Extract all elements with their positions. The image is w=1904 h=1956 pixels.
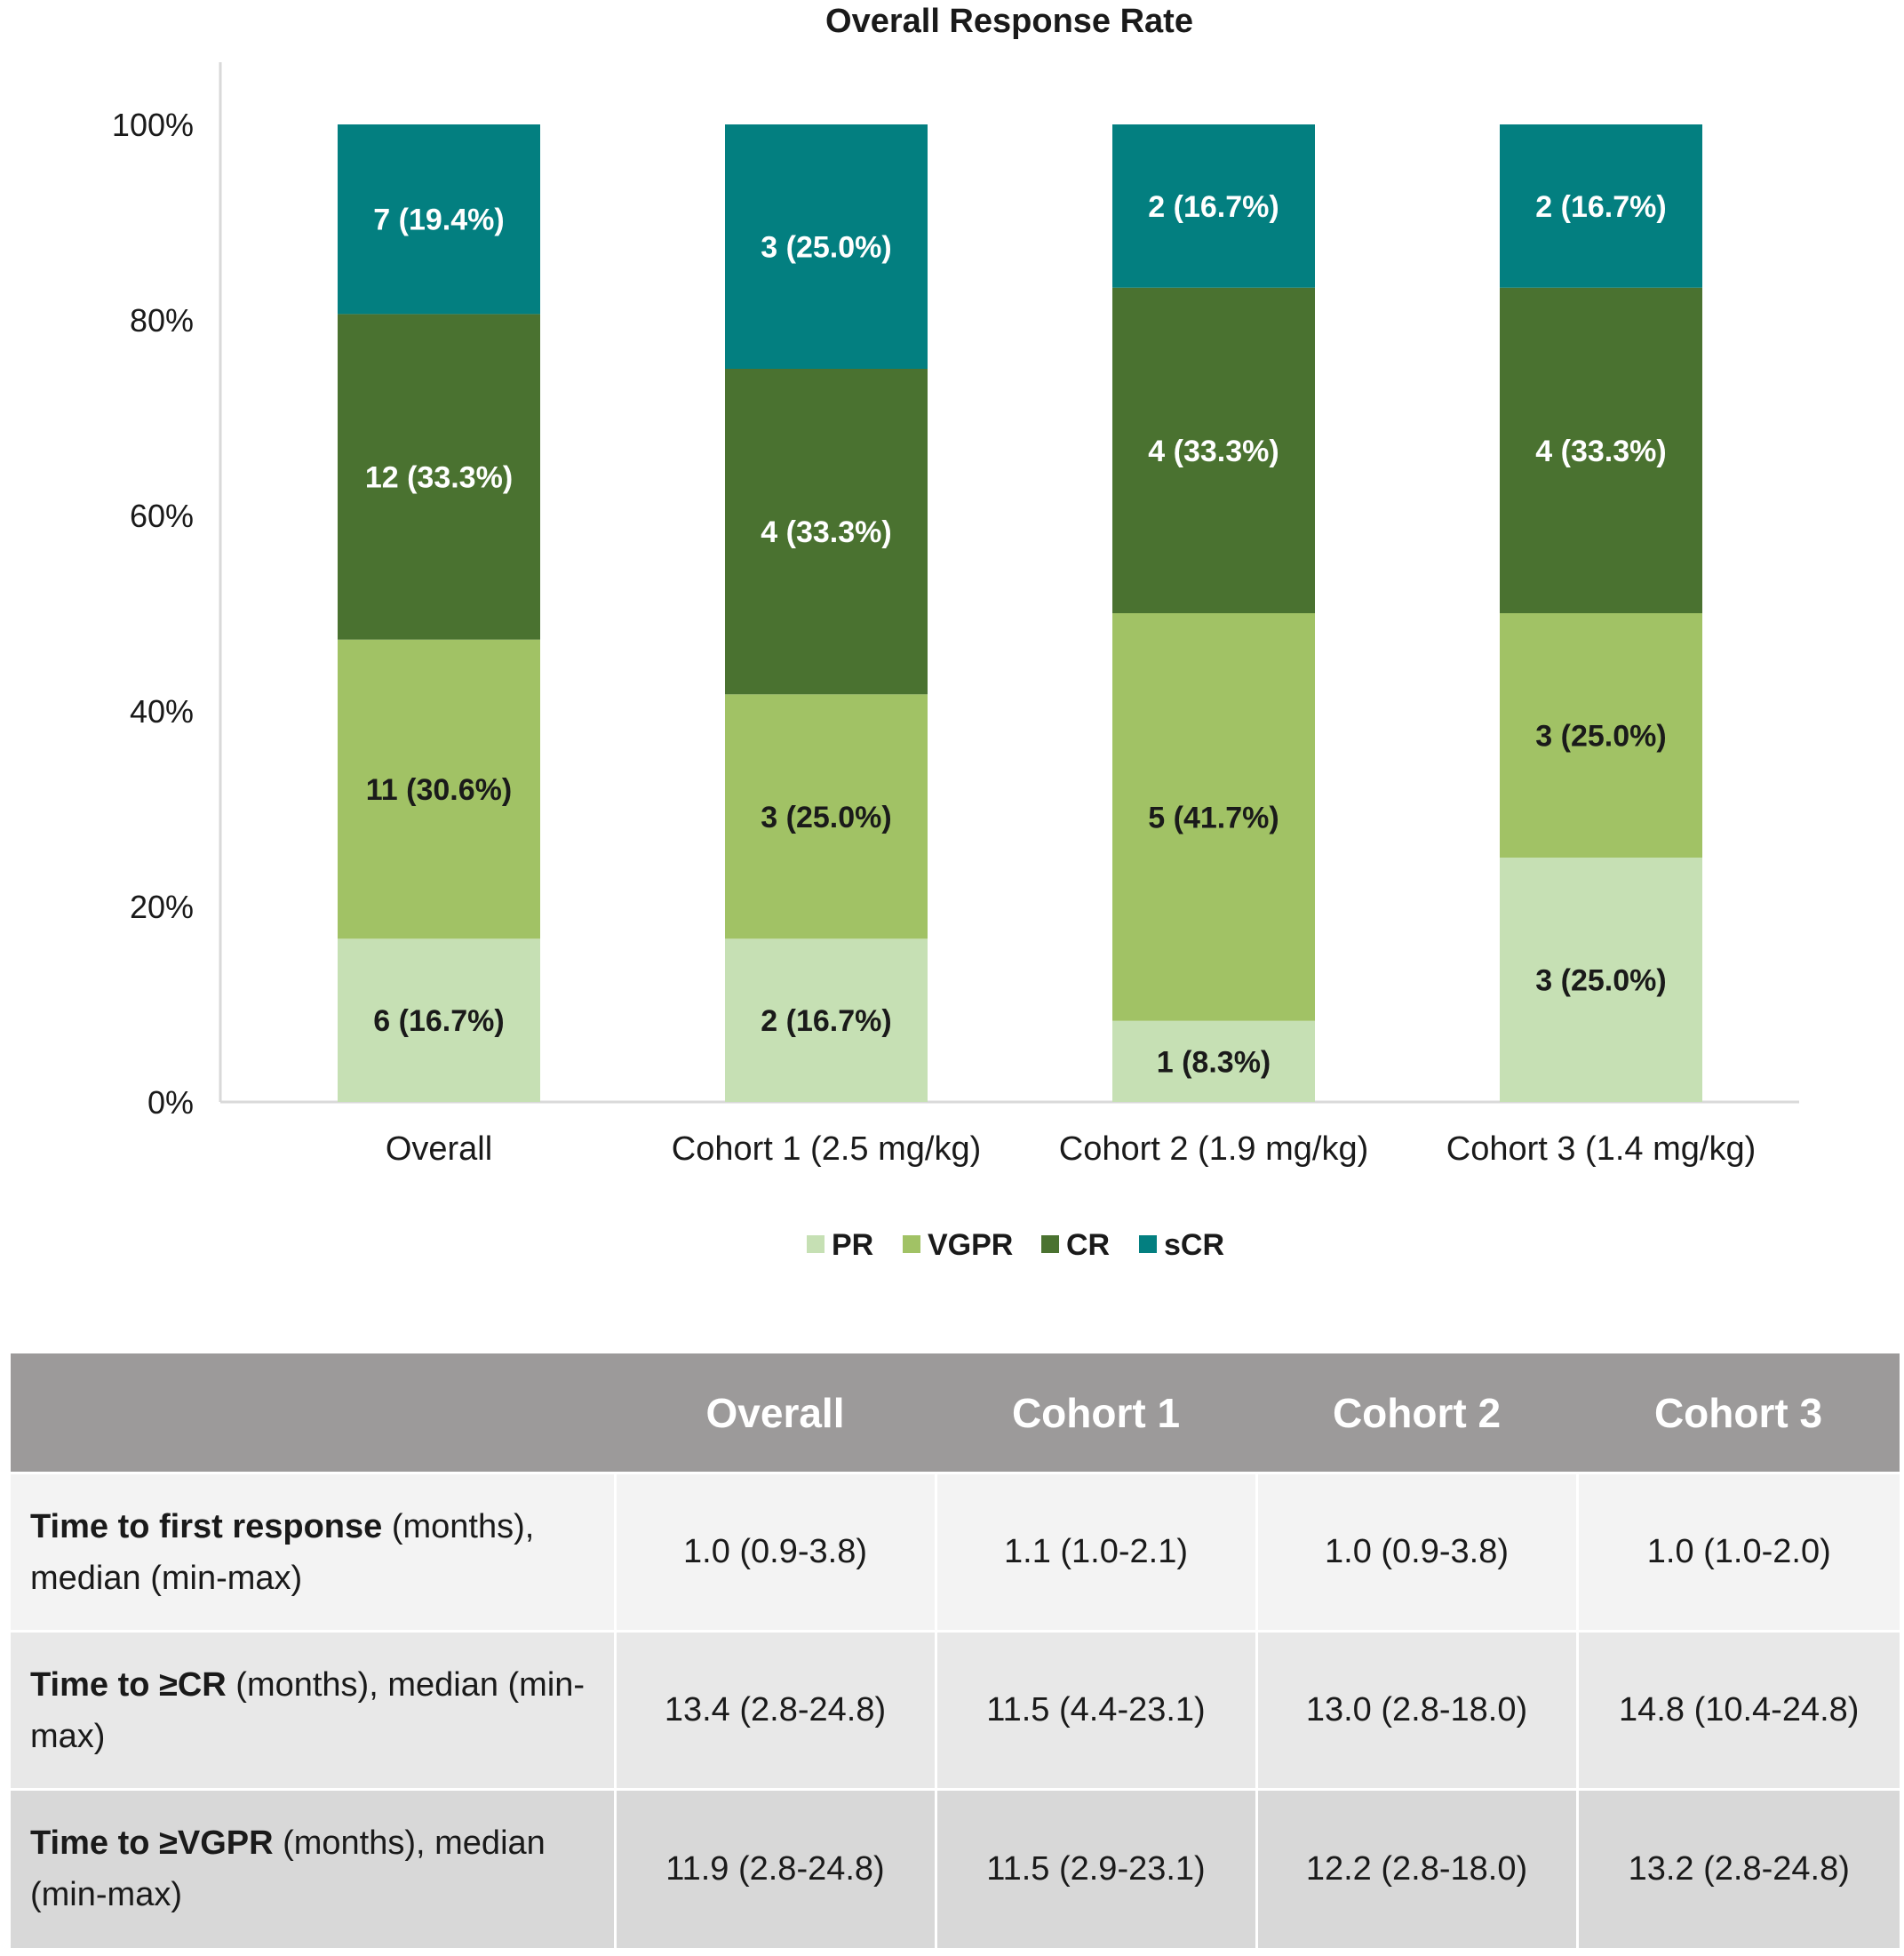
bar-segment-scr bbox=[338, 124, 540, 315]
metric-label-bold: Time to first response bbox=[30, 1507, 383, 1545]
data-label: 3 (25.0%) bbox=[761, 231, 891, 265]
table-header-cohort-1: Cohort 1 bbox=[936, 1353, 1256, 1473]
legend-swatch-vgpr bbox=[903, 1235, 920, 1253]
data-label: 12 (33.3%) bbox=[365, 461, 513, 495]
table-cell: 1.1 (1.0-2.1) bbox=[936, 1472, 1258, 1632]
metric-label-bold: Time to ≥CR bbox=[30, 1665, 227, 1704]
bar-segment-pr bbox=[1112, 1020, 1315, 1102]
metric-label-rest: (months), median (min-max) bbox=[30, 1665, 586, 1755]
table-cell: 11.5 (2.9-23.1) bbox=[936, 1788, 1258, 1948]
metric-label-bold: Time to ≥VGPR bbox=[30, 1824, 274, 1863]
bar-segment-cr bbox=[725, 369, 928, 695]
bar-segment-scr bbox=[1112, 124, 1315, 288]
bar-segment-cr bbox=[338, 314, 540, 640]
legend-swatch-scr bbox=[1139, 1235, 1157, 1253]
data-label: 5 (41.7%) bbox=[1148, 801, 1279, 834]
y-tick-label: 80% bbox=[130, 302, 194, 339]
table-cell: 14.8 (10.4-24.8) bbox=[1577, 1630, 1900, 1790]
data-label: 4 (33.3%) bbox=[761, 515, 891, 549]
data-label: 4 (33.3%) bbox=[1535, 435, 1666, 468]
bar-segment-pr bbox=[338, 938, 540, 1102]
data-label: 2 (16.7%) bbox=[761, 1004, 891, 1038]
table-cell: 13.0 (2.8-18.0) bbox=[1256, 1630, 1579, 1790]
metric-label-rest: (months), median (min-max) bbox=[30, 1507, 535, 1597]
bar-segment-vgpr bbox=[338, 639, 540, 939]
data-label: 4 (33.3%) bbox=[1148, 435, 1279, 468]
y-tick-label: 0% bbox=[147, 1084, 194, 1121]
metric-label: Time to first response (months), median … bbox=[11, 1472, 617, 1632]
data-label: 1 (8.3%) bbox=[1157, 1045, 1271, 1079]
legend-label: CR bbox=[1066, 1228, 1110, 1262]
response-time-table: Overall Cohort 1 Cohort 2 Cohort 3 Time … bbox=[11, 1353, 1900, 1948]
legend-label: VGPR bbox=[928, 1228, 1013, 1262]
table-header-cohort-2: Cohort 2 bbox=[1256, 1353, 1577, 1473]
table-cell: 1.0 (0.9-3.8) bbox=[615, 1472, 937, 1632]
bar-segment-pr bbox=[1500, 858, 1702, 1102]
metric-label: Time to ≥CR (months), median (min-max) bbox=[11, 1630, 617, 1790]
bar-segment-cr bbox=[1112, 287, 1315, 613]
bar-segment-vgpr bbox=[1112, 613, 1315, 1021]
table-header-row: Overall Cohort 1 Cohort 2 Cohort 3 bbox=[11, 1353, 1900, 1473]
response-rate-chart: Overall Response Rate 0% 20% 40% 60% 80% 100%… bbox=[112, 3, 1799, 1262]
data-label: 2 (16.7%) bbox=[1148, 190, 1279, 224]
metric-label-rest: (months), median (min-max) bbox=[30, 1824, 546, 1914]
table-header-blank bbox=[11, 1353, 615, 1473]
legend-label: PR bbox=[832, 1228, 873, 1262]
y-tick-label: 60% bbox=[130, 498, 194, 534]
data-label: 2 (16.7%) bbox=[1535, 190, 1666, 224]
table-cell: 1.0 (0.9-3.8) bbox=[1256, 1472, 1579, 1632]
metric-label: Time to ≥VGPR (months), median (min-max) bbox=[11, 1788, 617, 1948]
y-tick-label: 40% bbox=[130, 693, 194, 730]
table-cell: 11.9 (2.8-24.8) bbox=[615, 1788, 937, 1948]
table-header-overall: Overall bbox=[615, 1353, 936, 1473]
x-category-label: Cohort 2 (1.9 mg/kg) bbox=[1059, 1130, 1368, 1168]
x-category-label: Cohort 1 (2.5 mg/kg) bbox=[672, 1130, 981, 1168]
table-row: Time to ≥CR (months), median (min-max) 1… bbox=[11, 1630, 1900, 1790]
table-row: Time to first response (months), median … bbox=[11, 1472, 1900, 1632]
bar-segment-vgpr bbox=[725, 694, 928, 939]
x-category-label: Cohort 3 (1.4 mg/kg) bbox=[1446, 1130, 1756, 1168]
data-label: 3 (25.0%) bbox=[761, 801, 891, 834]
table-cell: 1.0 (1.0-2.0) bbox=[1577, 1472, 1900, 1632]
y-tick-label: 100% bbox=[112, 107, 194, 143]
x-category-label: Overall bbox=[386, 1130, 492, 1168]
legend-swatch-pr bbox=[807, 1235, 825, 1253]
table-cell: 13.4 (2.8-24.8) bbox=[615, 1630, 937, 1790]
chart-title: Overall Response Rate bbox=[825, 3, 1193, 40]
category-labels: Overall Cohort 1 (2.5 mg/kg) Cohort 2 (1.9… bbox=[386, 1130, 1756, 1168]
table-header-cohort-3: Cohort 3 bbox=[1577, 1353, 1900, 1473]
y-axis-ticks: 0% 20% 40% 60% 80% 100% bbox=[112, 107, 194, 1121]
legend-swatch-cr bbox=[1041, 1235, 1059, 1253]
data-label: 3 (25.0%) bbox=[1535, 720, 1666, 754]
bar-segment-scr bbox=[1500, 124, 1702, 288]
data-label: 11 (30.6%) bbox=[366, 773, 512, 807]
bar-segment-vgpr bbox=[1500, 613, 1702, 858]
table-cell: 12.2 (2.8-18.0) bbox=[1256, 1788, 1579, 1948]
legend: PR VGPR CR sCR bbox=[807, 1228, 1224, 1262]
bar-stacks: 6 (16.7%) 11 (30.6%) 12 (33.3%) 7 (19.4%) 2 … bbox=[338, 124, 1702, 1102]
bar-segment-scr bbox=[725, 124, 928, 369]
data-label: 3 (25.0%) bbox=[1535, 964, 1666, 998]
data-label: 6 (16.7%) bbox=[373, 1004, 504, 1038]
table-cell: 13.2 (2.8-24.8) bbox=[1577, 1788, 1900, 1948]
y-tick-label: 20% bbox=[130, 889, 194, 925]
bar-segment-cr bbox=[1500, 287, 1702, 613]
data-label: 7 (19.4%) bbox=[373, 204, 504, 237]
table-cell: 11.5 (4.4-23.1) bbox=[936, 1630, 1258, 1790]
legend-label: sCR bbox=[1164, 1228, 1224, 1262]
table-row: Time to ≥VGPR (months), median (min-max)… bbox=[11, 1788, 1900, 1948]
bar-segment-pr bbox=[725, 938, 928, 1102]
